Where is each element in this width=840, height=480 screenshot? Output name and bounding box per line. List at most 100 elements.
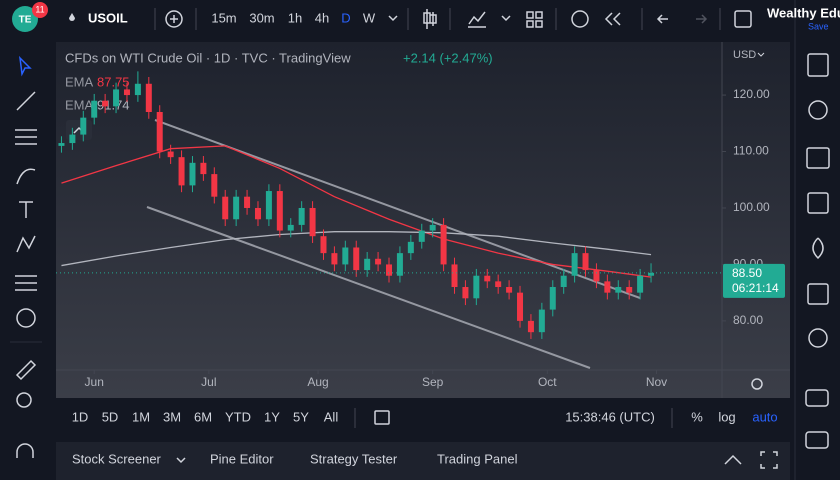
candle-body (342, 247, 349, 265)
y-tick-label: 120.00 (733, 87, 770, 101)
chat-icon[interactable] (805, 431, 829, 449)
candles-icon[interactable] (423, 9, 437, 29)
redo-icon[interactable] (696, 14, 708, 24)
interval-active[interactable]: D (341, 10, 350, 25)
drop-icon (69, 13, 75, 21)
range[interactable]: 6M (194, 409, 212, 424)
prediction-tool[interactable] (15, 275, 37, 291)
chevron[interactable] (501, 15, 511, 22)
interval[interactable]: W (363, 10, 376, 25)
fullscreen-icon[interactable] (734, 10, 752, 28)
scale-option[interactable]: auto (752, 409, 777, 424)
range[interactable]: 1M (132, 409, 150, 424)
undo-icon[interactable] (656, 14, 668, 24)
hotlist-icon[interactable] (812, 237, 824, 260)
currency[interactable]: USD (733, 49, 756, 61)
candle-body (309, 207, 316, 237)
range[interactable]: YTD (225, 409, 251, 424)
panel-tab[interactable]: Stock Screener (72, 451, 162, 466)
interval[interactable]: 1h (288, 10, 302, 25)
candle-body (134, 83, 141, 96)
x-tick-label: Oct (538, 375, 557, 389)
candle-body (418, 230, 425, 242)
user-name[interactable]: Wealthy Edu (767, 5, 840, 20)
chart-pane (56, 42, 790, 398)
news-icon[interactable] (806, 147, 830, 169)
candle-body (123, 89, 130, 96)
range[interactable]: 5D (102, 409, 119, 424)
candle-body (244, 196, 251, 208)
brush-tool[interactable] (16, 168, 36, 185)
magnet-tool[interactable] (16, 443, 34, 458)
save[interactable]: Save (808, 21, 829, 31)
cursor-tool[interactable] (18, 55, 32, 77)
countdown: 06:21:14 (732, 281, 779, 295)
candle-body (582, 253, 589, 271)
layout-icon[interactable] (526, 11, 543, 28)
maximize-panel[interactable] (760, 451, 778, 469)
interval[interactable]: 30m (249, 10, 274, 25)
grid-icon[interactable] (807, 283, 829, 305)
trend-line[interactable] (146, 206, 591, 369)
text-tool[interactable] (19, 201, 33, 218)
alert-icon[interactable] (571, 10, 589, 28)
candle-body (156, 112, 163, 152)
zoom-tool[interactable] (16, 392, 32, 408)
x-tick-label: Nov (646, 375, 667, 389)
panel-tab[interactable]: Strategy Tester (310, 451, 398, 466)
range[interactable]: 5Y (293, 409, 309, 424)
indicators-icon[interactable] (468, 11, 486, 28)
y-tick-label: 110.00 (733, 144, 769, 158)
legend-label: EMA (65, 97, 94, 112)
range[interactable]: 1D (72, 409, 89, 424)
clock[interactable]: 15:38:46 (UTC) (565, 409, 655, 424)
date-range-icon[interactable] (374, 410, 390, 425)
add-symbol[interactable] (165, 10, 183, 28)
candle-body (189, 162, 196, 186)
candle-body (648, 272, 655, 276)
scale-option[interactable]: % (691, 409, 703, 424)
collapse-panel[interactable] (724, 454, 742, 465)
measure-tool[interactable] (15, 359, 37, 381)
y-tick-label: 80.00 (733, 313, 763, 327)
logo[interactable] (12, 6, 38, 32)
candle-body (298, 207, 305, 225)
range[interactable]: 3M (163, 409, 181, 424)
candle-body (506, 287, 513, 293)
alerts-icon[interactable] (808, 100, 828, 120)
symbol[interactable]: USOIL (88, 10, 128, 25)
pattern-tool[interactable] (16, 235, 36, 253)
interval[interactable]: 15m (211, 10, 236, 25)
candle-body (429, 224, 436, 231)
candle-body (113, 89, 120, 107)
candle-body (549, 287, 556, 310)
candle-body (396, 253, 403, 276)
x-tick-label: Aug (307, 375, 328, 389)
x-tick-label: Sep (422, 375, 444, 389)
range[interactable]: 1Y (264, 409, 280, 424)
panel-tab[interactable]: Trading Panel (437, 451, 518, 466)
scale-option[interactable]: log (718, 409, 735, 424)
candle-body (560, 275, 567, 288)
ideas-icon[interactable] (808, 328, 828, 348)
x-tick-label: Jul (201, 375, 216, 389)
settings-icon[interactable] (751, 378, 763, 390)
replay-icon[interactable] (604, 12, 621, 26)
calendar-icon[interactable] (807, 192, 829, 214)
bottom-panel (56, 442, 790, 480)
candle-body (615, 287, 622, 293)
candle-body (626, 287, 633, 293)
fib-tool[interactable] (15, 129, 37, 145)
panel-tab[interactable]: Pine Editor (210, 451, 274, 466)
trendline-tool[interactable] (16, 91, 36, 111)
watchlist-icon[interactable] (807, 53, 829, 77)
candle-body (571, 253, 578, 276)
range[interactable]: All (324, 409, 339, 424)
interval[interactable]: 4h (315, 10, 329, 25)
chat-icon[interactable] (805, 389, 829, 407)
candle-body (538, 309, 545, 333)
icon-tool[interactable] (16, 308, 36, 328)
chevron[interactable] (388, 15, 398, 22)
